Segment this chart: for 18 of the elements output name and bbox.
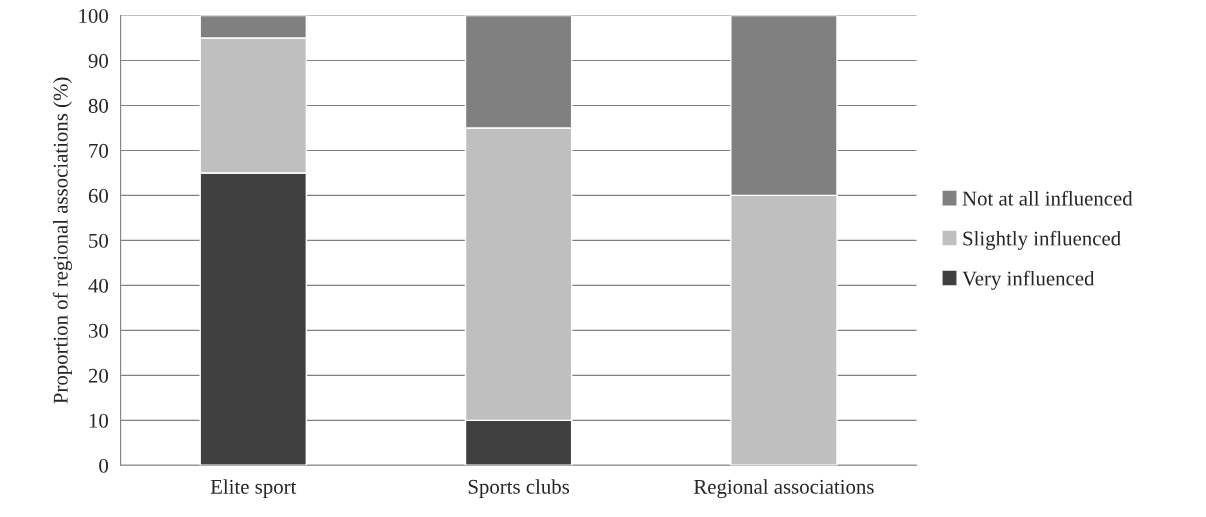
y-tick-label: 10: [89, 413, 108, 428]
y-tick-label: 100: [79, 8, 108, 23]
x-tick-label: Elite sport: [210, 479, 297, 499]
y-tick-label: 20: [88, 368, 108, 383]
y-axis-title: Proportion of regional associations (%): [52, 77, 72, 404]
x-tick-label: Regional associations: [693, 479, 874, 499]
y-tick-label: 0: [99, 458, 108, 473]
y-tick-label: 30: [88, 323, 108, 338]
legend-label: Very influenced: [962, 270, 1095, 290]
legend-label: Not at all influenced: [962, 190, 1133, 206]
y-tick-label: 50: [89, 233, 108, 248]
x-tick-label: Sports clubs: [468, 479, 570, 499]
y-tick-label: 80: [88, 98, 108, 113]
y-tick-label: 40: [88, 278, 108, 293]
legend-label: Slightly influenced: [963, 230, 1121, 250]
y-tick-label: 90: [88, 53, 108, 68]
y-tick-label: 60: [88, 188, 108, 203]
y-tick-label: 70: [89, 143, 108, 158]
